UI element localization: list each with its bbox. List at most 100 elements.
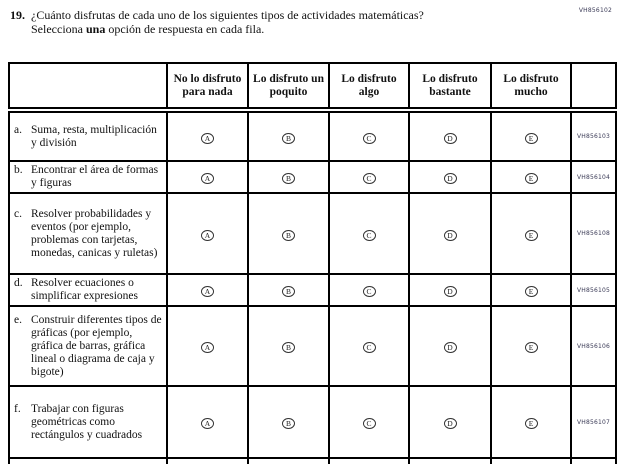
option-bubble-a[interactable]: A xyxy=(201,229,214,241)
option-cell: A xyxy=(166,273,249,307)
header-code-cell xyxy=(570,62,617,113)
table-row-c: c. Resolver probabilidades y eventos (po… xyxy=(8,192,617,275)
row-label-cell: d. Resolver ecuaciones o simplificar exp… xyxy=(8,273,168,307)
table-row-b: b. Encontrar el área de formas y figuras… xyxy=(8,160,617,194)
table-row-partial-cutoff xyxy=(8,457,617,464)
option-cell: C xyxy=(328,160,410,194)
row-code: VH856108 xyxy=(570,192,617,275)
option-cell: E xyxy=(490,109,572,162)
option-cell: D xyxy=(408,160,492,194)
option-bubble-e[interactable]: E xyxy=(524,229,538,241)
row-label: Construir diferentes tipos de gráficas (… xyxy=(31,313,162,378)
option-bubble-a[interactable]: A xyxy=(201,173,214,184)
option-cell: D xyxy=(408,109,492,162)
table-row-d: d. Resolver ecuaciones o simplificar exp… xyxy=(8,273,617,307)
option-cell: C xyxy=(328,273,410,307)
option-bubble-e[interactable]: E xyxy=(524,286,538,297)
option-cell: A xyxy=(166,192,249,275)
option-cell: C xyxy=(328,109,410,162)
option-cell: E xyxy=(490,273,572,307)
column-header-no-lo-disfruto: No lo disfruto para nada xyxy=(166,62,249,113)
row-letter: f. xyxy=(14,402,21,415)
option-bubble-c[interactable]: C xyxy=(362,418,376,429)
row-letter: d. xyxy=(14,277,23,289)
column-header-bastante: Lo disfruto bastante xyxy=(408,62,492,113)
row-label-cell: e. Construir diferentes tipos de gráfica… xyxy=(8,305,168,387)
option-bubble-b[interactable]: B xyxy=(282,342,295,353)
question-text-part2: opción de respuesta en cada fila. xyxy=(105,21,265,36)
row-label-cell: b. Encontrar el área de formas y figuras xyxy=(8,160,168,194)
option-bubble-d[interactable]: D xyxy=(443,418,457,429)
row-label-cell: f. Trabajar con figuras geométricas como… xyxy=(8,385,168,459)
option-cell: C xyxy=(328,192,410,275)
option-bubble-b[interactable]: B xyxy=(282,132,295,144)
option-cell: A xyxy=(166,160,249,194)
row-letter: a. xyxy=(14,123,22,136)
option-cell: C xyxy=(328,305,410,387)
option-cell: B xyxy=(247,109,330,162)
row-label: Suma, resta, multiplicación y división xyxy=(31,123,157,149)
option-cell: A xyxy=(166,109,249,162)
option-bubble-e[interactable]: E xyxy=(524,132,538,144)
option-cell: E xyxy=(490,192,572,275)
option-bubble-e[interactable]: E xyxy=(524,342,538,353)
option-bubble-b[interactable]: B xyxy=(282,173,295,184)
table-row-a: a. Suma, resta, multiplicación y divisió… xyxy=(8,109,617,162)
row-code: VH856106 xyxy=(570,305,617,387)
option-bubble-c[interactable]: C xyxy=(362,229,376,241)
column-header-mucho: Lo disfruto mucho xyxy=(490,62,572,113)
option-bubble-a[interactable]: A xyxy=(201,286,214,297)
option-cell: E xyxy=(490,160,572,194)
option-bubble-c[interactable]: C xyxy=(362,173,376,184)
option-cell: E xyxy=(490,305,572,387)
option-bubble-b[interactable]: B xyxy=(282,418,295,429)
column-header-algo: Lo disfruto algo xyxy=(328,62,410,113)
row-letter: b. xyxy=(14,164,23,176)
option-cell: D xyxy=(408,192,492,275)
header-row: No lo disfruto para nada Lo disfruto un … xyxy=(8,62,617,113)
option-bubble-c[interactable]: C xyxy=(362,286,376,297)
option-bubble-a[interactable]: A xyxy=(201,342,214,353)
row-code: VH856104 xyxy=(570,160,617,194)
question-block: 19. ¿Cuánto disfrutas de cada uno de los… xyxy=(10,8,451,36)
option-cell: D xyxy=(408,305,492,387)
row-label-cell: a. Suma, resta, multiplicación y divisió… xyxy=(8,109,168,162)
option-cell: D xyxy=(408,385,492,459)
row-label: Trabajar con figuras geométricas como re… xyxy=(31,402,143,441)
option-bubble-b[interactable]: B xyxy=(282,286,295,297)
table-row-e: e. Construir diferentes tipos de gráfica… xyxy=(8,305,617,387)
row-letter: e. xyxy=(14,313,22,326)
row-letter: c. xyxy=(14,207,22,220)
option-cell: A xyxy=(166,305,249,387)
option-bubble-d[interactable]: D xyxy=(443,342,457,353)
option-cell: B xyxy=(247,192,330,275)
option-cell: A xyxy=(166,385,249,459)
option-bubble-e[interactable]: E xyxy=(524,173,538,184)
option-cell: B xyxy=(247,385,330,459)
option-bubble-d[interactable]: D xyxy=(443,173,457,184)
question-number: 19. xyxy=(10,8,25,22)
option-bubble-b[interactable]: B xyxy=(282,229,295,241)
option-bubble-d[interactable]: D xyxy=(443,286,457,297)
option-cell: E xyxy=(490,385,572,459)
question-text: ¿Cuánto disfrutas de cada uno de los sig… xyxy=(31,8,451,36)
row-code: VH856107 xyxy=(570,385,617,459)
header-empty-cell xyxy=(8,62,168,113)
option-cell: B xyxy=(247,305,330,387)
option-bubble-d[interactable]: D xyxy=(443,229,457,241)
page-accession-code: VH856102 xyxy=(578,7,612,14)
option-bubble-a[interactable]: A xyxy=(201,132,214,144)
option-bubble-c[interactable]: C xyxy=(362,132,376,144)
option-cell: C xyxy=(328,385,410,459)
option-bubble-a[interactable]: A xyxy=(201,418,214,429)
option-bubble-c[interactable]: C xyxy=(362,342,376,353)
option-bubble-d[interactable]: D xyxy=(443,132,457,144)
response-matrix-table: No lo disfruto para nada Lo disfruto un … xyxy=(8,62,617,464)
row-label: Encontrar el área de formas y figuras xyxy=(31,164,159,189)
table-row-f: f. Trabajar con figuras geométricas como… xyxy=(8,385,617,459)
option-bubble-e[interactable]: E xyxy=(524,418,538,429)
option-cell: D xyxy=(408,273,492,307)
column-header-un-poquito: Lo disfruto un poquito xyxy=(247,62,330,113)
row-label: Resolver probabilidades y eventos (por e… xyxy=(31,207,158,259)
